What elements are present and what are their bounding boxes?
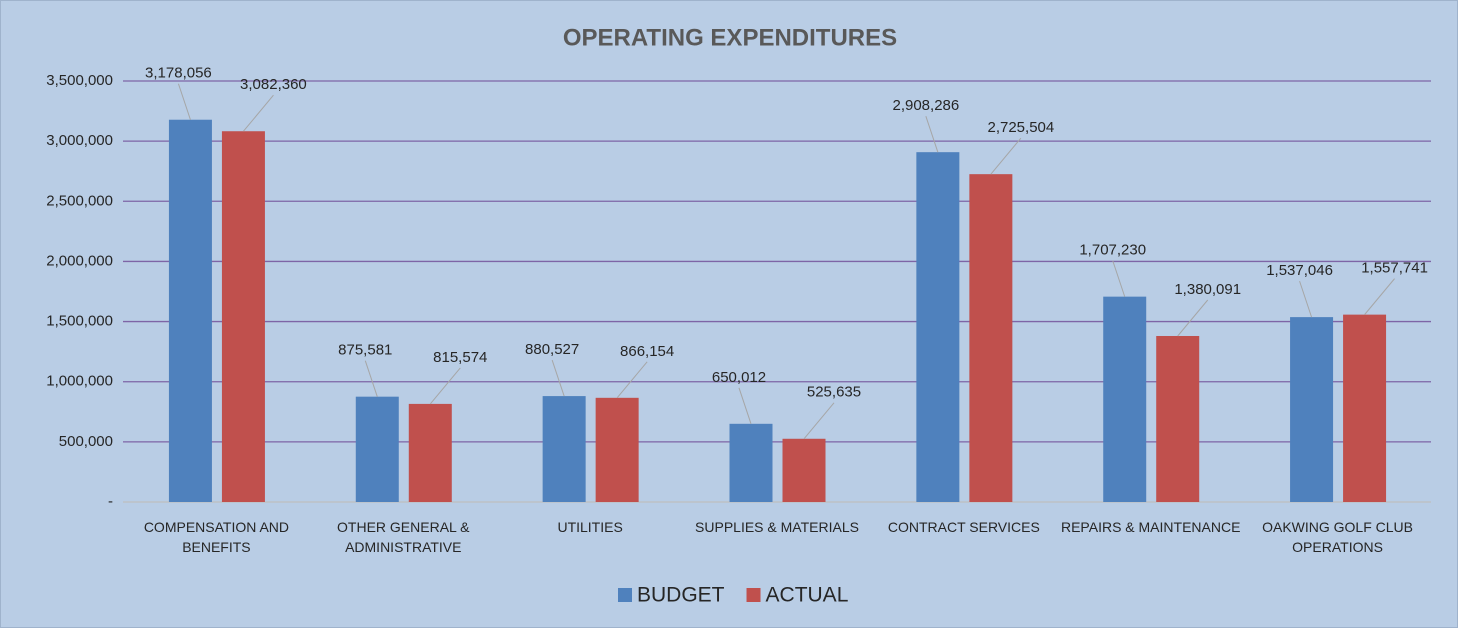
bar	[1103, 296, 1147, 502]
bar	[782, 438, 826, 502]
value-label: 1,537,046	[1266, 262, 1333, 279]
leader-line	[551, 359, 565, 397]
leader-line	[1112, 260, 1126, 297]
bar	[221, 131, 265, 502]
leader-line	[177, 83, 191, 120]
leader-line	[738, 387, 752, 424]
y-tick-label: 3,500,000	[46, 72, 113, 89]
value-label: 2,908,286	[892, 97, 959, 114]
value-label: 1,707,230	[1079, 242, 1146, 259]
legend-label: BUDGET	[637, 584, 725, 607]
leader-line	[1364, 278, 1395, 315]
value-label: 650,012	[712, 369, 766, 386]
y-tick-label: 1,500,000	[46, 313, 113, 330]
x-tick-label: OTHER GENERAL & ADMINISTRATIVE	[337, 519, 470, 555]
bar	[595, 397, 639, 502]
bar	[1156, 335, 1200, 502]
bar	[542, 396, 586, 502]
value-label: 880,527	[525, 341, 579, 358]
x-tick-label: SUPPLIES & MATERIALS	[695, 519, 859, 535]
x-tick-label: OAKWING GOLF CLUB OPERATIONS	[1262, 519, 1414, 555]
y-tick-label: 1,000,000	[46, 373, 113, 390]
leader-line	[1299, 280, 1313, 318]
legend-swatch	[618, 588, 632, 602]
leader-line	[243, 94, 274, 132]
bar	[729, 423, 773, 502]
legend-swatch	[746, 588, 761, 602]
legend-label: ACTUAL	[766, 584, 849, 607]
chart-title: OPERATING EXPENDITURES	[563, 24, 897, 51]
x-tick-label: CONTRACT SERVICES	[887, 519, 1040, 535]
leader-line	[616, 361, 648, 399]
bar	[355, 396, 399, 502]
leader-line	[364, 360, 378, 397]
bar	[1343, 314, 1387, 502]
y-tick-label: 3,000,000	[46, 132, 113, 149]
x-tick-label: UTILITIES	[557, 519, 623, 535]
bar	[408, 403, 452, 502]
bar	[916, 152, 960, 502]
value-label: 3,082,360	[240, 76, 307, 93]
value-label: 815,574	[433, 349, 487, 366]
leader-line	[1177, 299, 1209, 337]
y-tick-label: 2,000,000	[46, 252, 113, 269]
value-label: 1,557,741	[1361, 260, 1428, 277]
y-tick-label: -	[108, 493, 113, 510]
y-tick-label: 500,000	[59, 433, 113, 450]
leader-line	[429, 367, 461, 405]
value-label: 525,635	[807, 384, 861, 401]
x-tick-label: REPAIRS & MAINTENANCE	[1060, 519, 1241, 535]
bar	[168, 119, 212, 502]
leader-line	[803, 402, 835, 440]
value-label: 3,178,056	[145, 65, 212, 82]
value-label: 875,581	[338, 342, 392, 359]
value-label: 866,154	[620, 343, 674, 360]
value-label: 1,380,091	[1174, 281, 1241, 298]
x-tick-label: COMPENSATION AND BENEFITS	[143, 519, 290, 555]
leader-line	[990, 137, 1022, 175]
leader-line	[925, 116, 939, 153]
value-label: 2,725,504	[987, 119, 1054, 136]
y-tick-label: 2,500,000	[46, 192, 113, 209]
bar	[1290, 317, 1334, 502]
bar	[969, 174, 1013, 502]
